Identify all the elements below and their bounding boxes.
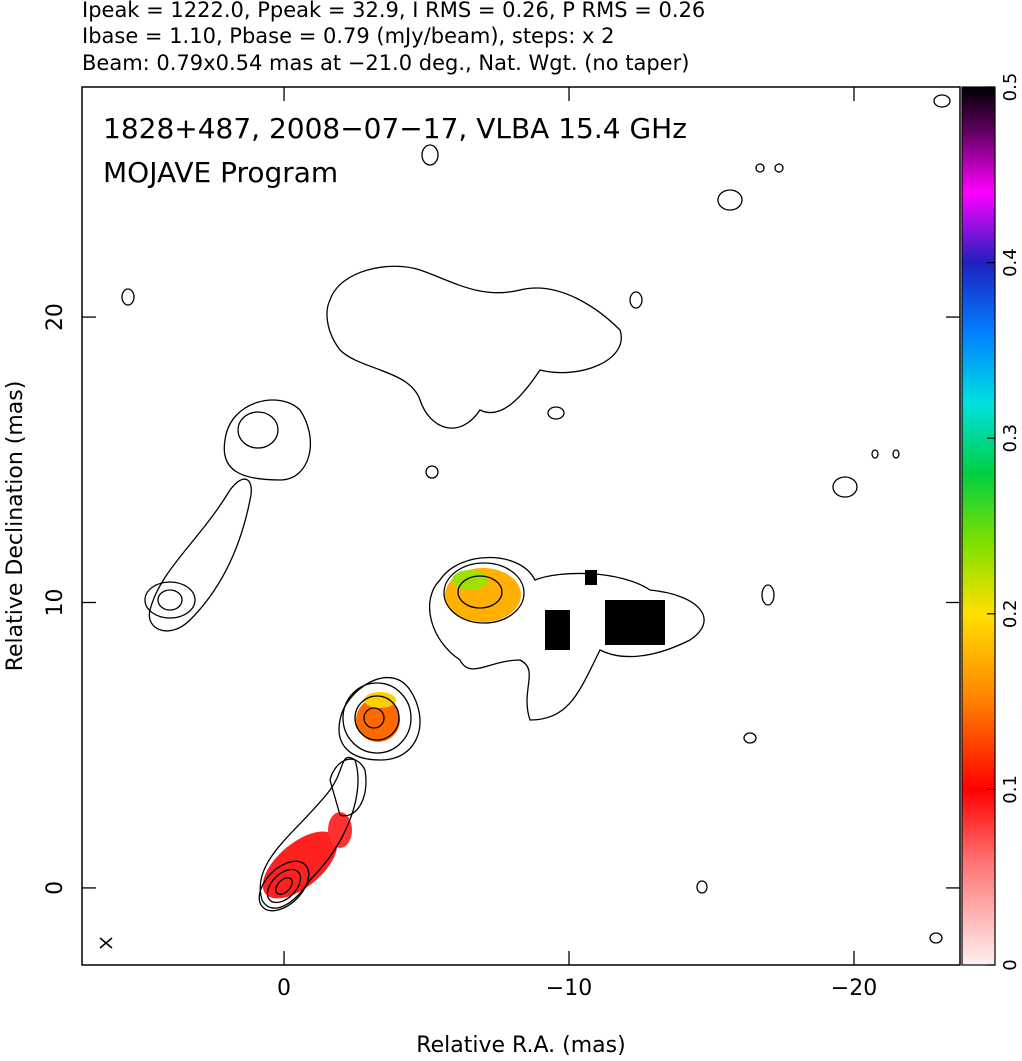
x-axis-label: Relative R.A. (mas) xyxy=(416,1033,625,1058)
image xyxy=(99,94,951,949)
header-line: Ibase = 1.10, Pbase = 0.79 (mJy/beam), s… xyxy=(82,24,614,48)
y-tick-label: 20 xyxy=(43,303,68,331)
header-line: Beam: 0.79x0.54 mas at −21.0 deg., Nat. … xyxy=(82,51,689,75)
colorbar-tick-label: 0 xyxy=(1000,959,1021,970)
y-tick-label: 0 xyxy=(43,881,68,895)
y-tick-label: 10 xyxy=(43,588,68,616)
plot-frame xyxy=(81,86,961,966)
beam-marker xyxy=(99,937,113,949)
annotation: MOJAVE Program xyxy=(103,156,338,189)
colorbar-tick-label: 0.5 xyxy=(1000,73,1021,102)
colorbar-tick-label: 0.4 xyxy=(1000,248,1021,277)
colorbar-tick-label: 0.2 xyxy=(1000,599,1021,628)
annotation: 1828+487, 2008−07−17, VLBA 15.4 GHz xyxy=(103,112,687,145)
colorbar-tick-label: 0.1 xyxy=(1000,775,1021,804)
x-tick-label: −10 xyxy=(546,976,592,1001)
header-line: Ipeak = 1222.0, Ppeak = 32.9, I RMS = 0.… xyxy=(82,0,705,22)
colorbar xyxy=(961,86,996,966)
contours xyxy=(121,94,951,944)
x-tick-label: −20 xyxy=(831,976,877,1001)
y-axis-label: Relative Declination (mas) xyxy=(3,381,28,672)
colorbar-tick-label: 0.3 xyxy=(1000,424,1021,453)
x-tick-label: 0 xyxy=(277,976,291,1001)
